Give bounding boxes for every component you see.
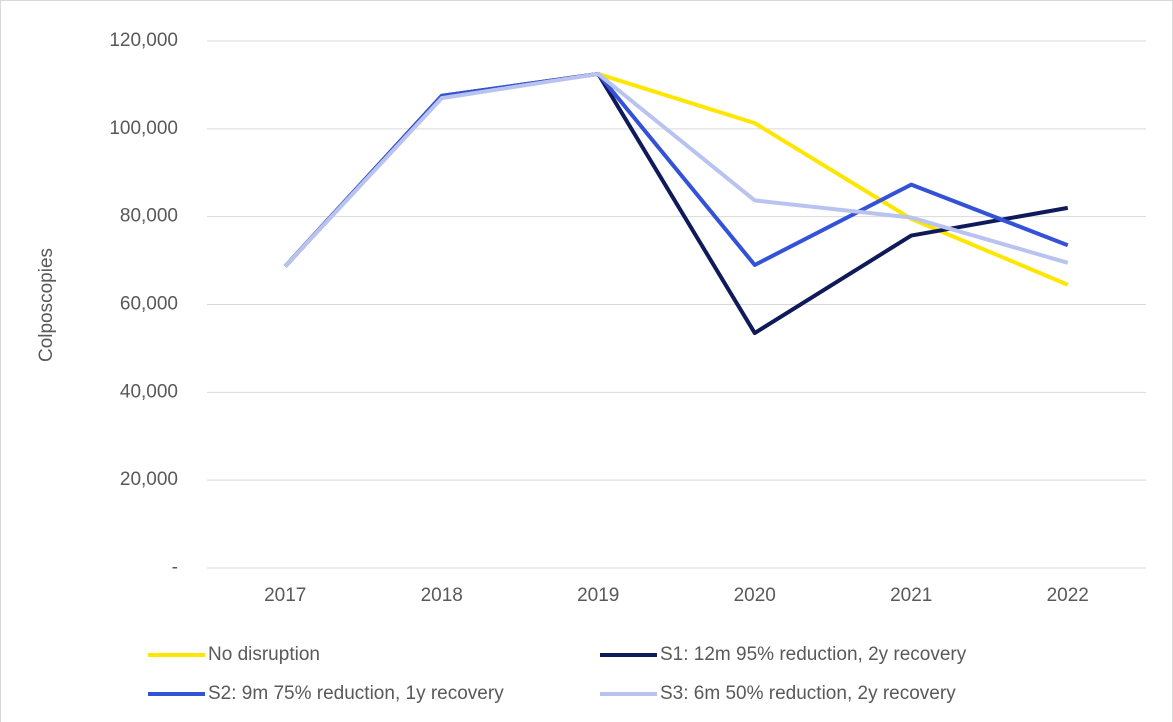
y-tick-label: 60,000 bbox=[120, 294, 178, 315]
series-line bbox=[283, 71, 1069, 336]
y-tick-label: 100,000 bbox=[109, 118, 178, 139]
x-tick-label: 2020 bbox=[734, 585, 776, 606]
y-tick-label: 80,000 bbox=[120, 206, 178, 227]
x-tick-label: 2019 bbox=[577, 585, 619, 606]
series-line bbox=[283, 71, 1069, 268]
x-tick-label: 2021 bbox=[890, 585, 932, 606]
legend-label: S2: 9m 75% reduction, 1y recovery bbox=[208, 683, 504, 704]
legend-label: S3: 6m 50% reduction, 2y recovery bbox=[660, 683, 956, 704]
y-tick-label: 40,000 bbox=[120, 381, 178, 402]
y-tick-label: 120,000 bbox=[109, 30, 178, 51]
y-tick-label: - bbox=[172, 557, 178, 578]
legend-label: S1: 12m 95% reduction, 2y recovery bbox=[660, 644, 967, 665]
legend-label: No disruption bbox=[208, 644, 320, 665]
x-tick-label: 2017 bbox=[264, 585, 306, 606]
y-tick-label: 20,000 bbox=[120, 469, 178, 490]
y-axis-label: Colposcopies bbox=[36, 248, 57, 362]
x-tick-label: 2022 bbox=[1047, 585, 1089, 606]
series-line bbox=[283, 71, 1069, 287]
x-tick-label: 2018 bbox=[421, 585, 463, 606]
